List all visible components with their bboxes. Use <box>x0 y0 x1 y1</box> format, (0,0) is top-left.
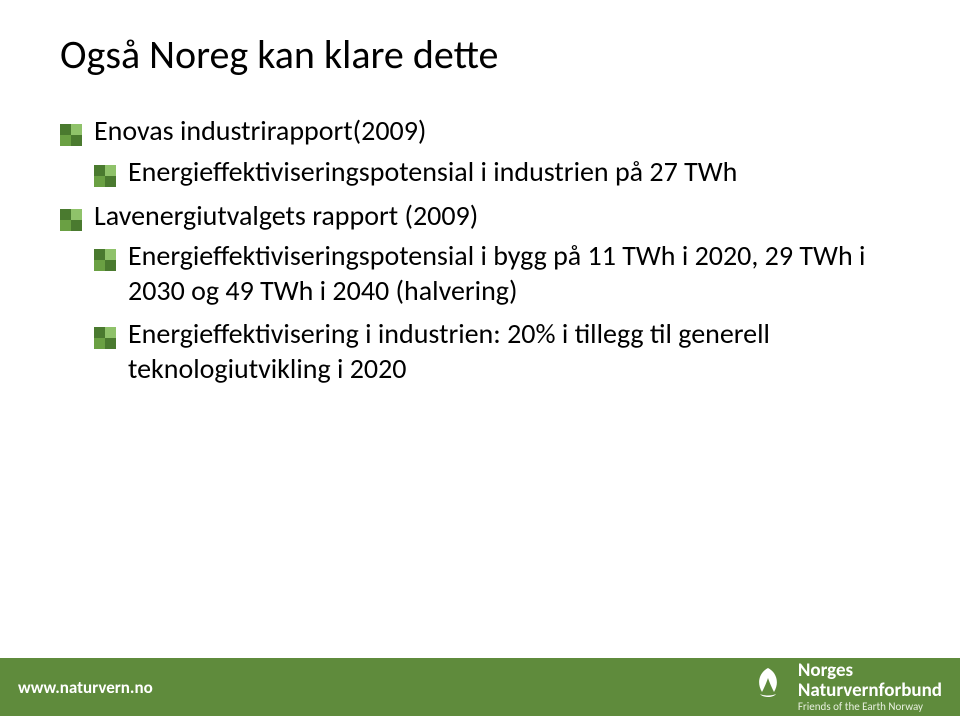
footer-brand-sub: Friends of the Earth Norway <box>798 701 942 713</box>
list-item-label: Energieffektivisering i industrien: 20% … <box>128 316 770 386</box>
slide-title: Også Noreg kan klare dette <box>60 30 910 79</box>
sub-bullet-list: Energieffektiviseringspotensial i bygg p… <box>94 238 910 386</box>
bullet-icon <box>60 205 82 227</box>
leaf-icon <box>748 664 788 709</box>
list-item: Energieffektiviseringspotensial i bygg p… <box>94 238 910 308</box>
footer-logo: Norges Naturvernforbund Friends of the E… <box>748 661 942 712</box>
list-item: Energieffektivisering i industrien: 20% … <box>94 316 910 386</box>
footer-brand-main: Naturvernforbund <box>798 681 942 701</box>
list-item-label: Lavenergiutvalgets rapport (2009) <box>94 198 478 233</box>
bullet-icon <box>60 120 82 142</box>
footer-url: www.naturvern.no <box>18 677 748 698</box>
footer-logo-text: Norges Naturvernforbund Friends of the E… <box>798 661 942 712</box>
list-item-label: Energieffektiviseringspotensial i indust… <box>128 154 737 189</box>
list-item-label: Enovas industrirapport(2009) <box>94 113 426 148</box>
bullet-icon <box>94 160 116 182</box>
bullet-list: Enovas industrirapport(2009) Energieffek… <box>60 114 910 386</box>
sub-bullet-list: Energieffektiviseringspotensial i indust… <box>94 154 910 189</box>
footer-bar: www.naturvern.no Norges Naturvernforbund… <box>0 658 960 716</box>
bullet-icon <box>94 244 116 266</box>
bullet-icon <box>94 322 116 344</box>
list-item: Energieffektiviseringspotensial i indust… <box>94 154 910 189</box>
list-item-label: Energieffektiviseringspotensial i bygg p… <box>128 238 865 308</box>
list-item: Enovas industrirapport(2009) Energieffek… <box>60 114 910 189</box>
list-item: Lavenergiutvalgets rapport (2009) Energi… <box>60 199 910 387</box>
slide-content: Også Noreg kan klare dette Enovas indust… <box>0 0 960 386</box>
slide: Også Noreg kan klare dette Enovas indust… <box>0 0 960 716</box>
footer-brand-top: Norges <box>798 661 942 681</box>
